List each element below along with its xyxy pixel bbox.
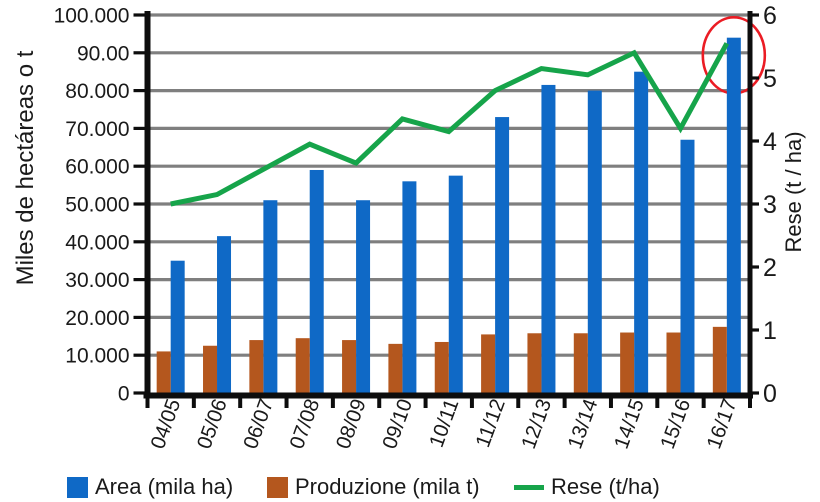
bars-group — [156, 37, 741, 396]
bar-produzione — [295, 338, 310, 395]
legend-label-produzione: Produzione (mila t) — [295, 474, 480, 499]
y-axis-label-right: 4 — [763, 128, 777, 156]
y-axis-label-left: 90.00 — [77, 42, 130, 65]
x-axis-label: 08/09 — [332, 396, 371, 452]
x-axis-label: 09/10 — [378, 396, 417, 452]
x-axis-label: 05/06 — [193, 396, 232, 452]
bar-produzione — [573, 333, 588, 395]
y-axis-label-left: 80.000 — [65, 80, 129, 103]
bar-produzione — [666, 332, 681, 395]
x-axis-label: 14/15 — [610, 396, 649, 452]
bar-area — [634, 71, 649, 395]
bar-produzione — [203, 345, 218, 395]
x-axis-label: 13/14 — [563, 396, 602, 452]
bar-area — [217, 236, 232, 395]
bar-area — [495, 117, 510, 395]
bar-produzione — [712, 326, 727, 395]
bar-area — [263, 200, 278, 395]
bar-area — [587, 90, 602, 395]
x-axis-label: 16/17 — [702, 396, 741, 452]
x-axis-label: 04/05 — [146, 396, 185, 452]
x-axis-label: 06/07 — [239, 396, 278, 452]
area-swatch-icon — [67, 476, 88, 498]
y-axis-label-right: 6 — [763, 2, 777, 30]
bar-area — [726, 37, 741, 396]
produzione-swatch-icon — [267, 476, 288, 498]
x-axis-label: 11/12 — [471, 396, 510, 451]
y-axis-label-right: 1 — [763, 317, 777, 345]
y-axis-label-left: 10.000 — [65, 345, 129, 368]
bar-area — [402, 181, 417, 395]
y-axis-label-left: 30.000 — [65, 269, 129, 292]
legend: Area (mila ha) Produzione (mila t) Rese … — [0, 472, 820, 502]
x-axis-label: 12/13 — [517, 396, 556, 452]
bar-produzione — [434, 341, 449, 395]
y-axis-label-left: 40.000 — [65, 231, 129, 254]
ticks-group — [133, 13, 759, 408]
x-axis-label: 07/08 — [285, 396, 324, 452]
y-axis-label-left: 60.000 — [65, 156, 129, 179]
y-axis-label-left: 70.000 — [65, 118, 129, 141]
y-axis-label-right: 2 — [763, 254, 777, 282]
y-axis-label-left: 100.000 — [54, 5, 130, 28]
right-axis-title: Rese (t / ha) — [781, 131, 806, 252]
rese-line-swatch-icon — [514, 484, 544, 490]
y-axis-label-left: 50.000 — [65, 194, 129, 217]
legend-item-rese: Rese (t/ha) — [514, 472, 660, 502]
bar-area — [356, 200, 371, 395]
bar-produzione — [342, 340, 357, 395]
legend-item-area: Area (mila ha) — [67, 472, 233, 502]
left-axis-title: Miles de hectáreas o t — [12, 50, 39, 285]
y-axis-label-left: 20.000 — [65, 307, 129, 330]
bar-produzione — [481, 334, 496, 395]
y-axis-label-left: 0 — [118, 383, 130, 406]
bar-area — [448, 175, 463, 395]
y-axis-label-right: 5 — [763, 65, 777, 93]
x-axis-label: 10/11 — [425, 396, 464, 451]
bar-produzione — [527, 333, 542, 395]
legend-label-area: Area (mila ha) — [95, 474, 234, 499]
legend-item-produzione: Produzione (mila t) — [267, 472, 480, 502]
bar-area — [680, 139, 695, 395]
bar-produzione — [249, 340, 264, 395]
bar-produzione — [388, 343, 403, 395]
y-axis-label-right: 0 — [763, 380, 777, 408]
rese-line — [170, 42, 730, 207]
bar-area — [309, 169, 324, 395]
bar-area — [170, 260, 185, 395]
x-axis-label: 15/16 — [656, 396, 695, 452]
y-axis-label-right: 3 — [763, 191, 777, 219]
bar-produzione — [156, 351, 171, 395]
bar-produzione — [620, 332, 635, 395]
legend-label-rese: Rese (t/ha) — [551, 474, 660, 499]
bar-area — [541, 84, 556, 396]
line-series-group — [170, 42, 730, 207]
